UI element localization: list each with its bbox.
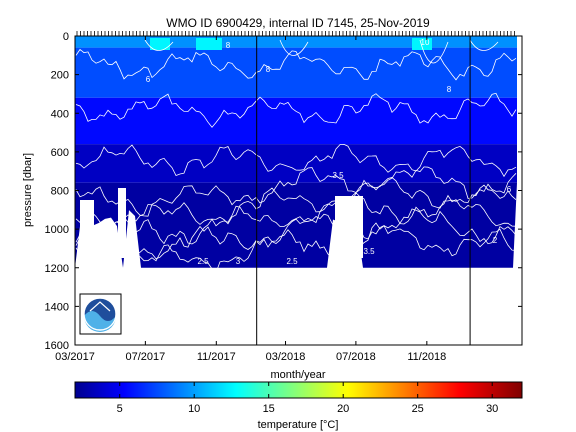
- contour-label: 6: [507, 185, 512, 194]
- colorbar-tick-label: 15: [263, 403, 275, 415]
- y-tick-label: 1600: [45, 340, 69, 352]
- colorbar-tick-label: 25: [412, 403, 424, 415]
- contour-lines: [75, 39, 517, 278]
- contour-line: [75, 222, 517, 278]
- y-tick-label: 1400: [45, 301, 69, 313]
- contour-line: [419, 39, 449, 64]
- colorbar-tick-label: 5: [117, 403, 123, 415]
- x-tick-label: 03/2017: [55, 351, 95, 363]
- x-tick-label: 11/2017: [197, 351, 236, 363]
- colorbar-tick-label: 30: [486, 403, 498, 415]
- y-tick-label: 1200: [45, 263, 69, 275]
- y-tick-label: 200: [51, 70, 69, 82]
- contour-line: [144, 39, 174, 51]
- x-tick-label: 07/2017: [125, 351, 165, 363]
- profile-ticks: [76, 31, 515, 36]
- temperature-band: [75, 36, 517, 48]
- contour-label: 8: [226, 41, 231, 50]
- contour-label: 2.5: [286, 257, 298, 266]
- contour-label: 3.5: [332, 171, 344, 180]
- x-tick-label: 11/2018: [407, 351, 446, 363]
- temperature-band: [75, 144, 517, 183]
- contour-line: [75, 48, 517, 81]
- contour-line: [469, 39, 499, 51]
- y-tick-label: 0: [63, 31, 69, 43]
- data-gap: [118, 188, 126, 258]
- contour-line: [75, 177, 517, 234]
- contour-label: 8: [447, 85, 452, 94]
- colorbar-label: temperature [°C]: [258, 419, 339, 431]
- colorbar: [74, 381, 523, 399]
- data-gap: [335, 196, 363, 258]
- colorbar-ticks: 5 10 15 20 25 30: [117, 382, 498, 415]
- x-axis-label: month/year: [270, 369, 325, 381]
- temperature-band: [75, 97, 517, 145]
- contour-label: 6: [146, 75, 151, 84]
- contour-labels: 8 8 6 10 8 3.5 6 2 2.5 3 2.5 3.5: [146, 38, 512, 266]
- contour-line: [279, 39, 309, 56]
- contour-line: [75, 92, 517, 128]
- colorbar-tick-label: 10: [188, 403, 200, 415]
- noaa-logo: [79, 293, 122, 335]
- contour-label: 2.5: [197, 257, 209, 266]
- temperature-field: [75, 36, 517, 268]
- x-axis: 03/2017 07/2017 11/2017 03/2018 07/2018 11/20…: [55, 36, 446, 363]
- y-tick-label: 600: [51, 147, 69, 159]
- y-tick-label: 800: [51, 186, 69, 198]
- x-tick-label: 07/2018: [336, 351, 376, 363]
- contour-line: [75, 208, 517, 260]
- temperature-band: [75, 47, 517, 98]
- contour-label: 10: [421, 38, 430, 47]
- contour-line: [75, 192, 517, 246]
- x-tick-label: 03/2018: [266, 351, 306, 363]
- chart-title: WMO ID 6900429, internal ID 7145, 25-Nov…: [166, 16, 430, 30]
- data-gap: [80, 200, 94, 258]
- contour-line: [75, 166, 517, 217]
- contour-label: 3.5: [363, 247, 375, 256]
- vertical-markers: [256, 36, 471, 345]
- warm-patch: [196, 38, 222, 50]
- colorbar-tick-label: 20: [337, 403, 349, 415]
- warm-patch: [150, 38, 170, 50]
- y-axis-label: pressure [dbar]: [22, 153, 34, 227]
- contour-line: [75, 143, 517, 178]
- warm-patch: [412, 38, 432, 50]
- contour-label: 3: [236, 257, 241, 266]
- y-axis: 0 200 400 600 800 1000 1200 1400 1600: [45, 31, 522, 352]
- contour-label: 8: [266, 65, 271, 74]
- contour-label: 2: [493, 236, 498, 245]
- y-tick-label: 400: [51, 108, 69, 120]
- y-tick-label: 1000: [45, 224, 69, 236]
